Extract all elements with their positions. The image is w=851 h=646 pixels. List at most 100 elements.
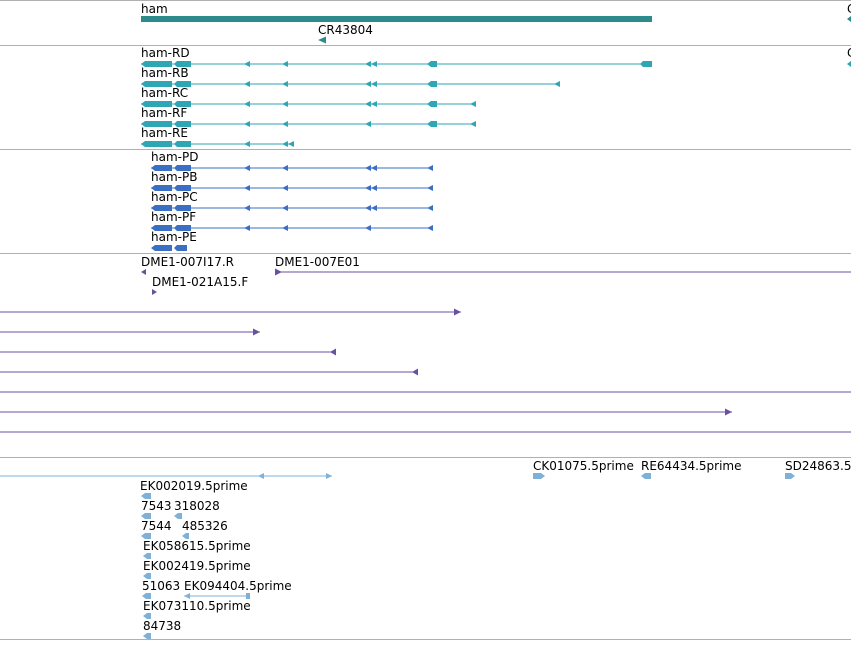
- est-block: [785, 473, 795, 479]
- feature-label: ham-PD: [151, 150, 198, 164]
- est-ck01075[interactable]: CK01075.5prime: [533, 459, 634, 479]
- exon: [151, 165, 172, 171]
- est-block: [174, 513, 182, 519]
- exon: [282, 165, 288, 171]
- est-84738[interactable]: 84738: [143, 619, 181, 639]
- exon: [174, 205, 191, 211]
- cdna-clone-track: DME1-007I17.R DME1-007E01 DME1-021A15.F: [0, 255, 851, 433]
- strand-arrow: [141, 269, 146, 275]
- feature-label: 51063: [142, 579, 180, 593]
- exon: [640, 61, 652, 67]
- exon: [371, 81, 377, 87]
- alignment-row[interactable]: [0, 408, 732, 416]
- est-7543[interactable]: 7543: [141, 499, 172, 519]
- alignment-row[interactable]: [0, 368, 418, 376]
- est-ek094404[interactable]: EK094404.5prime: [184, 579, 292, 599]
- gene-feature-cr43804[interactable]: CR43804: [318, 23, 373, 44]
- clone-dme1-021a15-f[interactable]: DME1-021A15.F: [152, 275, 248, 295]
- est-ek058615[interactable]: EK058615.5prime: [143, 539, 251, 559]
- exon: [174, 245, 187, 251]
- strand-arrow: [275, 268, 282, 276]
- est-re64434[interactable]: RE64434.5prime: [641, 459, 742, 479]
- exon: [244, 81, 250, 87]
- exon: [174, 185, 191, 191]
- feature-label: CR43804: [318, 23, 373, 37]
- gene-feature-edge[interactable]: C: [847, 2, 851, 22]
- exon: [470, 101, 476, 107]
- est-row-unlabeled[interactable]: [0, 473, 332, 479]
- exon: [554, 81, 560, 87]
- strand-arrow: [454, 308, 461, 316]
- exon: [371, 165, 377, 171]
- alignment-row[interactable]: [0, 308, 461, 316]
- est-485326[interactable]: 485326: [182, 519, 228, 539]
- feature-label: 318028: [174, 499, 220, 513]
- feature-label: ham-RC: [141, 86, 188, 100]
- est-ek002019[interactable]: EK002019.5prime: [140, 479, 248, 499]
- strand-arrow: [318, 36, 326, 44]
- feature-label: SD24863.5: [785, 459, 851, 473]
- transcript-edge[interactable]: C: [847, 46, 851, 67]
- exon: [282, 81, 288, 87]
- est-block: [246, 593, 250, 599]
- est-ek002419[interactable]: EK002419.5prime: [143, 559, 251, 579]
- exon: [244, 61, 250, 67]
- feature-label: ham-PF: [151, 210, 196, 224]
- feature-label: EK094404.5prime: [184, 579, 292, 593]
- polypeptide-ham-pc[interactable]: ham-PC: [151, 190, 433, 211]
- est-block: [143, 633, 151, 639]
- strand-arrow: [847, 61, 851, 67]
- transcript-ham-re[interactable]: ham-RE: [141, 126, 294, 147]
- exon: [427, 121, 437, 127]
- est-ek073110[interactable]: EK073110.5prime: [143, 599, 251, 619]
- feature-label: EK002419.5prime: [143, 559, 251, 573]
- exon: [174, 141, 191, 147]
- est-7544[interactable]: 7544: [141, 519, 172, 539]
- alignment-row[interactable]: [0, 348, 336, 356]
- exon: [174, 165, 191, 171]
- exon: [427, 101, 437, 107]
- exon: [371, 101, 377, 107]
- polypeptide-ham-pb[interactable]: ham-PB: [151, 170, 433, 191]
- est-51063[interactable]: 51063: [142, 579, 180, 599]
- strand-arrow: [847, 16, 851, 22]
- exon: [174, 225, 191, 231]
- est-block: [641, 473, 651, 479]
- exon: [174, 61, 191, 67]
- exon: [141, 101, 172, 107]
- transcript-ham-rc[interactable]: ham-RC: [141, 86, 476, 107]
- est-318028[interactable]: 318028: [174, 499, 220, 519]
- est-block: [141, 533, 151, 539]
- est-block: [143, 573, 151, 579]
- exon: [282, 225, 288, 231]
- polypeptide-ham-pf[interactable]: ham-PF: [151, 210, 433, 231]
- exon: [282, 185, 288, 191]
- feature-label: ham-PE: [151, 230, 197, 244]
- clone-dme1-007e01[interactable]: DME1-007E01: [275, 255, 851, 276]
- transcript-ham-rd[interactable]: ham-RD: [141, 46, 652, 67]
- polypeptide-ham-pd[interactable]: ham-PD: [151, 150, 433, 171]
- exon: [174, 101, 191, 107]
- polypeptide-ham-pe[interactable]: ham-PE: [151, 230, 197, 251]
- est-track: CK01075.5prime RE64434.5prime SD24863.5 …: [0, 459, 851, 639]
- feature-label: 84738: [143, 619, 181, 633]
- exon: [151, 185, 172, 191]
- exon: [365, 185, 371, 191]
- strand-arrow: [253, 328, 260, 336]
- est-block: [143, 613, 151, 619]
- feature-label: RE64434.5prime: [641, 459, 742, 473]
- gene-feature-ham[interactable]: ham: [141, 2, 652, 22]
- exon: [427, 185, 433, 191]
- transcript-ham-rf[interactable]: ham-RF: [141, 106, 476, 127]
- est-sd24863[interactable]: SD24863.5: [785, 459, 851, 479]
- clone-dme1-007i17-r[interactable]: DME1-007I17.R: [141, 255, 234, 275]
- exon: [141, 61, 172, 67]
- exon: [244, 205, 250, 211]
- exon: [244, 185, 250, 191]
- transcript-ham-rb[interactable]: ham-RB: [141, 66, 560, 87]
- alignment-row[interactable]: [0, 328, 260, 336]
- exon: [282, 205, 288, 211]
- exon: [244, 165, 250, 171]
